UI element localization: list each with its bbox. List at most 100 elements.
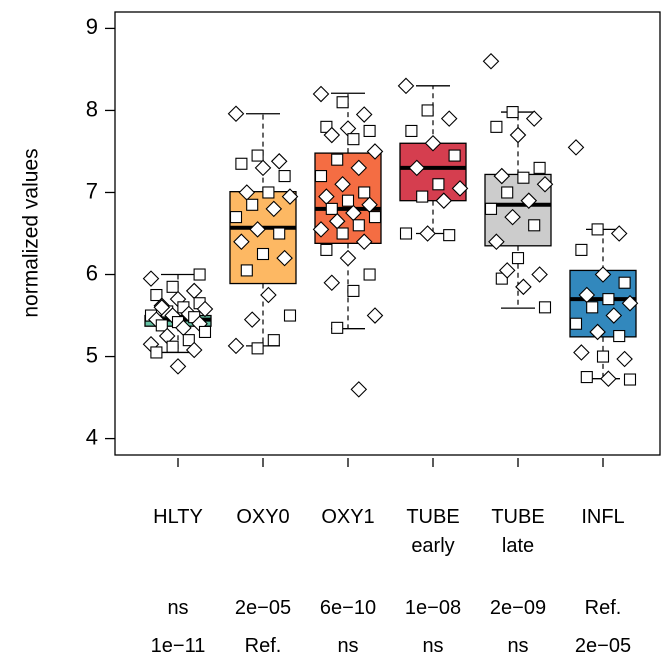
point: [169, 358, 187, 375]
point: [580, 371, 593, 384]
point: [350, 159, 368, 177]
point: [314, 170, 328, 183]
point: [227, 337, 245, 355]
point: [528, 219, 541, 232]
p-value: 6e−10: [319, 597, 377, 619]
point: [504, 208, 521, 226]
point: [341, 194, 355, 207]
point: [538, 301, 552, 314]
point: [596, 350, 610, 363]
point: [421, 104, 434, 117]
point: [142, 270, 160, 287]
point: [366, 307, 384, 324]
y-tick-label: 5: [86, 342, 98, 367]
point: [331, 321, 344, 334]
point: [278, 170, 291, 183]
plot-frame: [114, 11, 661, 456]
point: [509, 126, 527, 144]
point: [243, 311, 261, 328]
point: [366, 143, 384, 160]
p-value: 1e−08: [404, 597, 462, 619]
point: [150, 288, 163, 302]
point: [334, 176, 351, 193]
point: [276, 249, 293, 267]
point: [331, 153, 344, 166]
point: [358, 186, 371, 199]
point: [254, 159, 272, 177]
point: [493, 167, 511, 185]
point: [246, 198, 259, 211]
point: [323, 126, 341, 144]
point: [618, 276, 631, 289]
point: [533, 161, 546, 174]
x-tick-label: OXY0: [236, 506, 290, 528]
point: [270, 153, 288, 170]
y-axis-label: normalized values: [20, 148, 43, 317]
point: [347, 284, 360, 297]
point: [451, 180, 469, 197]
x-tick-label: HLTY: [153, 506, 203, 528]
point: [573, 344, 590, 361]
point: [363, 124, 376, 138]
y-tick-label: 7: [86, 178, 98, 203]
point: [591, 223, 604, 236]
point: [166, 340, 179, 353]
point: [182, 334, 195, 347]
point: [520, 192, 538, 209]
point: [416, 190, 429, 203]
point: [347, 133, 360, 146]
point: [600, 370, 617, 387]
point: [531, 266, 548, 283]
point: [621, 294, 639, 312]
point: [490, 120, 503, 133]
point: [185, 341, 203, 359]
point: [623, 373, 637, 386]
point: [249, 221, 266, 238]
point: [265, 200, 283, 218]
point: [616, 350, 633, 368]
p-value: 2e−09: [489, 597, 547, 619]
point: [424, 134, 442, 152]
point: [567, 139, 585, 156]
point: [363, 268, 376, 281]
point: [482, 52, 500, 70]
point: [339, 249, 357, 267]
point: [610, 225, 628, 242]
p-value: 2e−05: [574, 635, 632, 657]
point: [443, 229, 456, 242]
point: [262, 186, 275, 199]
point: [435, 192, 453, 209]
point: [397, 77, 415, 95]
point: [153, 299, 171, 316]
point: [488, 233, 505, 250]
point: [273, 227, 286, 240]
point: [323, 274, 341, 291]
x-tick-label: OXY1: [321, 506, 375, 528]
point: [336, 96, 349, 109]
x-tick-label: TUBE early: [406, 506, 460, 557]
point: [281, 188, 299, 205]
y-tick-label: 9: [86, 14, 98, 39]
point: [235, 157, 248, 170]
point: [320, 243, 333, 256]
p-value: ns: [337, 635, 359, 657]
point: [517, 171, 530, 184]
point: [602, 293, 615, 306]
x-tick-label: TUBE late: [491, 506, 545, 557]
point: [511, 252, 525, 265]
point: [283, 309, 297, 322]
point: [312, 85, 330, 103]
point: [352, 219, 365, 232]
point: [613, 329, 626, 343]
point: [155, 319, 168, 332]
point: [185, 282, 203, 300]
point: [399, 227, 413, 240]
point: [325, 202, 338, 215]
point: [408, 159, 426, 177]
point: [536, 176, 554, 193]
point: [227, 105, 245, 123]
point: [355, 106, 373, 123]
point: [575, 243, 588, 256]
point: [229, 211, 243, 224]
